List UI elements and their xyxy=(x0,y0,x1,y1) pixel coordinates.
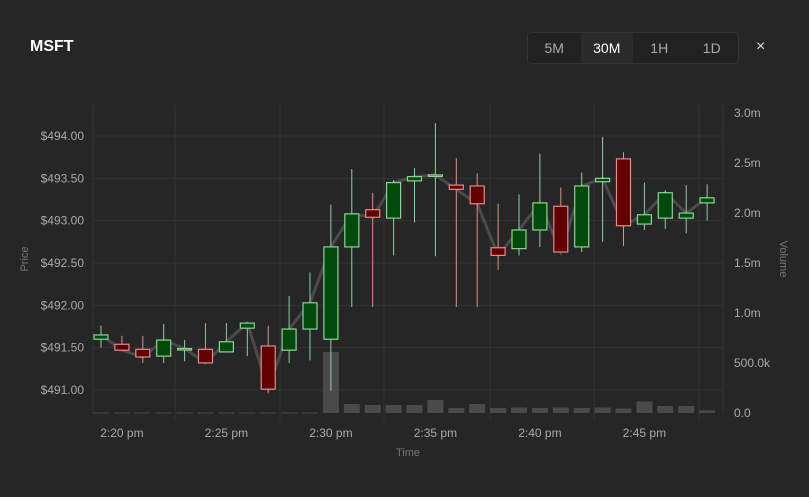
volume-bar xyxy=(678,406,695,413)
volume-bar xyxy=(511,407,527,413)
volume-bar xyxy=(615,408,632,413)
candle-body xyxy=(365,209,381,218)
volume-bar xyxy=(260,412,277,414)
volume-tick-label: 1.5m xyxy=(734,256,761,270)
price-tick-label: $492.00 xyxy=(41,298,85,312)
volume-bar xyxy=(427,400,444,413)
volume-bar xyxy=(197,412,214,414)
candle-body xyxy=(281,328,297,351)
volume-bar xyxy=(490,408,507,413)
candle-body xyxy=(302,302,318,330)
volume-bar xyxy=(239,412,256,414)
candle-body xyxy=(386,181,402,219)
volume-bar xyxy=(281,412,298,414)
volume-bar xyxy=(469,404,486,413)
volume-bar xyxy=(343,404,360,413)
timeframe-30m[interactable]: 30M xyxy=(580,33,633,63)
price-tick-label: $491.00 xyxy=(41,383,85,397)
price-tick-label: $492.50 xyxy=(41,256,85,270)
volume-bar xyxy=(657,406,674,413)
candle-body xyxy=(678,212,694,219)
volume-tick-label: 1.0m xyxy=(734,306,761,320)
timeframe-1d[interactable]: 1D xyxy=(702,40,721,56)
candle-body xyxy=(177,347,193,351)
volume-bar xyxy=(93,412,109,414)
x-axis-title: Time xyxy=(396,447,420,459)
candle-body xyxy=(699,197,715,204)
volume-tick-label: 2.5m xyxy=(734,156,761,170)
y2-axis-title: Volume xyxy=(777,241,789,278)
time-tick-label: 2:30 pm xyxy=(309,426,352,440)
candle-body xyxy=(156,339,172,357)
volume-bar xyxy=(699,410,716,413)
candle-body xyxy=(323,246,339,340)
candle-body xyxy=(218,341,234,353)
time-tick-label: 2:25 pm xyxy=(205,426,248,440)
candle-body xyxy=(553,205,569,253)
candle-body xyxy=(636,214,653,225)
candle-body xyxy=(260,345,276,390)
volume-bar xyxy=(218,412,235,414)
y-axis-title: Price xyxy=(19,246,31,271)
volume-bar xyxy=(385,405,402,413)
time-tick-label: 2:35 pm xyxy=(414,426,457,440)
symbol-title: MSFT xyxy=(30,38,74,55)
volume-bar xyxy=(113,412,130,414)
candle-body xyxy=(594,177,611,183)
volume-tick-label: 500.0k xyxy=(734,356,771,370)
volume-bar xyxy=(134,412,151,414)
volume-bar xyxy=(448,408,465,413)
candle-body xyxy=(344,213,360,248)
time-tick-label: 2:20 pm xyxy=(100,426,143,440)
price-tick-label: $493.00 xyxy=(41,214,85,228)
candle-body xyxy=(448,184,464,190)
volume-tick-label: 0.0 xyxy=(734,406,751,420)
volume-bar xyxy=(636,401,653,413)
candle-body xyxy=(511,229,527,250)
candle-body xyxy=(93,334,109,340)
candle-body xyxy=(574,185,590,248)
candle-body xyxy=(615,158,632,227)
candle-body xyxy=(532,202,548,231)
volume-bar xyxy=(155,412,172,414)
timeframe-selector: 5M 30M 1H 1D xyxy=(527,32,739,64)
candle-body xyxy=(657,192,673,219)
volume-bar xyxy=(364,405,381,413)
volume-bar xyxy=(594,407,611,413)
timeframe-1h[interactable]: 1H xyxy=(650,40,669,56)
candle-body xyxy=(239,322,255,329)
volume-bar xyxy=(406,405,423,413)
price-tick-label: $494.00 xyxy=(41,129,85,143)
volume-tick-label: 2.0m xyxy=(734,206,761,220)
candle-body xyxy=(406,176,423,182)
volume-bar xyxy=(531,408,548,413)
volume-bar xyxy=(176,412,193,414)
volume-tick-label: 3.0m xyxy=(734,106,761,120)
candle-body xyxy=(490,247,506,256)
price-tick-label: $493.50 xyxy=(41,171,85,185)
candle-body xyxy=(135,348,151,358)
candle-body xyxy=(427,174,443,178)
timeframe-5m[interactable]: 5M xyxy=(544,40,564,56)
volume-bar xyxy=(302,412,318,414)
close-icon[interactable]: × xyxy=(756,38,766,55)
volume-bar xyxy=(552,407,569,413)
time-tick-label: 2:45 pm xyxy=(623,426,666,440)
candle-body xyxy=(114,343,130,351)
candle-body xyxy=(469,185,485,205)
candle-body xyxy=(197,348,214,364)
time-tick-label: 2:40 pm xyxy=(518,426,561,440)
volume-bar xyxy=(573,408,590,413)
price-tick-label: $491.50 xyxy=(41,341,85,355)
